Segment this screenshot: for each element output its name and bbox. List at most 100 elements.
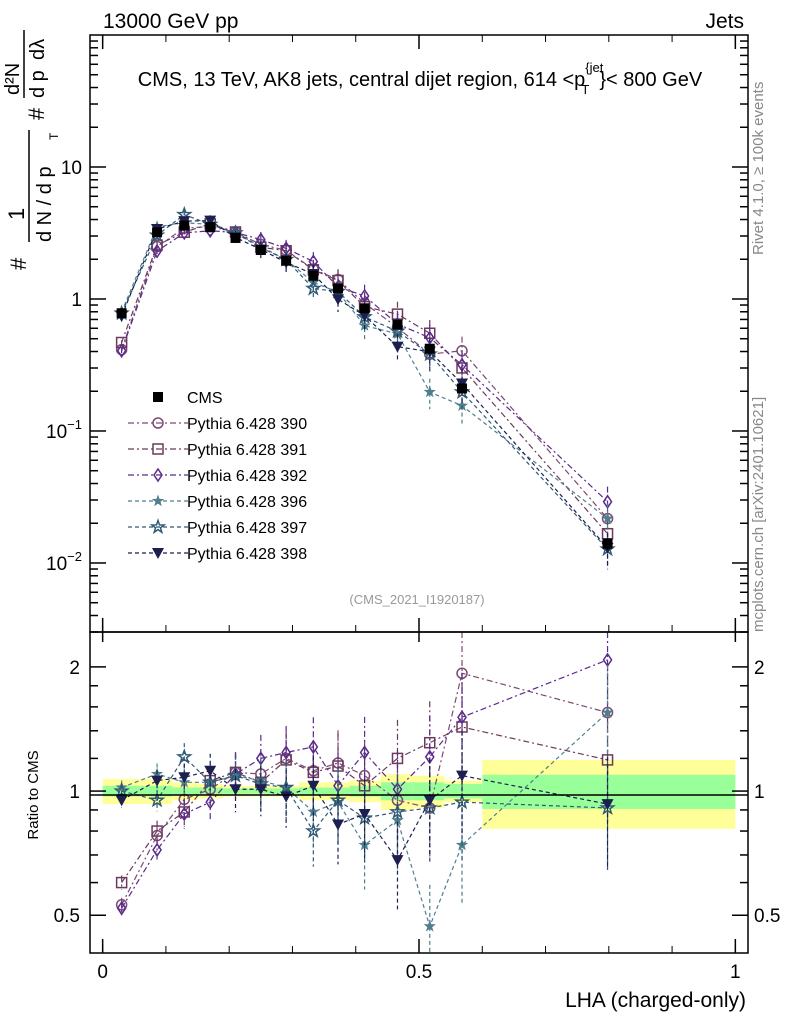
cms-data-point [359,303,370,314]
ratio-point [329,791,347,808]
ratio-point [254,784,267,796]
ylabel-d2N: d²N [2,63,24,95]
ylabel-dN: d N / d p [34,166,56,242]
ratio-tick-label-left: 2 [69,658,80,679]
legend-label: Pythia 6.428 391 [187,442,307,459]
series-line-ratio [121,755,608,833]
cms-data-point [281,255,292,266]
ylabel-hash1: # [6,257,31,270]
ratio-point [601,799,614,811]
main-frame [89,34,749,633]
cms-data-point [230,232,241,243]
cms-data-point [179,220,190,231]
ratio-point [151,825,163,837]
cms-data-point [392,319,403,330]
ratio-tick-label-right: 2 [754,658,765,679]
ratio-tick-label-right: 1 [754,782,765,803]
ratio-point [359,745,370,760]
data-point [423,385,436,398]
cms-data-point [255,245,266,256]
ratio-tick-label-left: 1 [69,782,80,803]
legend-marker [151,494,165,507]
ratio-point [175,748,193,765]
legend-label: Pythia 6.428 390 [187,416,307,433]
ratio-point [424,749,435,765]
x-tick-label: 1 [730,962,741,983]
y-axis-label: # 1 d N / d p T # d²N d p dλ [2,30,61,270]
legend-marker [152,548,164,559]
ratio-point [179,806,190,822]
ratio-point [277,778,295,795]
legend-marker [152,443,164,455]
legend-label: Pythia 6.428 396 [187,494,307,511]
ratio-point [599,799,616,816]
ratio-point [229,769,242,781]
ylabel-T: T [47,132,61,140]
data-point [455,399,469,411]
series-line-ratio [121,659,608,909]
x-tick-label: 0.5 [406,962,432,983]
data-point [602,494,613,510]
ratio-point [229,784,242,796]
legend: CMS Pythia 6.428 390 Pythia 6.428 391 Pythi… [128,390,307,563]
ratio-point [423,795,436,807]
cms-data-point [116,308,127,319]
ratio-point [115,899,128,911]
cms-data-point [308,270,319,281]
data-point [601,512,614,524]
ylabel-one: 1 [4,208,29,220]
ratio-tick-label-left: 0.5 [54,906,80,927]
ratio-point [308,739,319,755]
header-left: 13000 GeV pp [103,10,238,33]
legend-label: Pythia 6.428 392 [187,468,307,485]
data-point [152,243,162,259]
analysis-id: (CMS_2021_I1920187) [349,592,484,607]
y-tick-label: 10−1 [46,417,82,443]
ratio-point [280,791,293,803]
series-line-main [121,222,608,520]
axes: 0 0.5 1 10−2 10−1 1 10 0.5 0.5 1 1 2 2 [46,35,780,983]
ratio-band-green [140,785,173,797]
legend-label: Pythia 6.428 397 [187,520,307,537]
series-line-ratio [121,770,608,862]
y-tick-label: 1 [71,290,82,311]
ratio-point [152,842,162,858]
ratio-point [305,822,322,839]
cms-data-point [602,538,613,549]
data-point [204,215,217,227]
data-point [359,288,370,304]
cms-data-point [457,383,468,394]
ratio-band-green [444,784,483,799]
ylabel-dpt: d p [27,70,49,98]
ratio-point [205,794,216,810]
ratio-point [115,795,128,807]
ratio-band-green [172,787,198,795]
ratio-point [456,770,469,782]
y-tick-label: 10 [61,158,82,179]
ratio-point [391,855,404,867]
cms-data-point [205,222,216,233]
ratio-point [391,813,404,826]
cms-data-point [152,227,163,238]
ratio-point [307,780,320,792]
data-point [358,310,371,322]
ratio-tick-label-right: 0.5 [754,906,780,927]
ratio-point [358,808,371,820]
ylabel-hash2: # [24,107,49,120]
legend-cms-marker [153,392,163,402]
ratio-point [389,803,406,820]
ratio-point [148,791,166,808]
ratio-point [423,919,436,932]
series-line-ratio [121,712,608,929]
legend-marker [152,417,164,429]
legend-label: CMS [187,390,223,407]
x-axis-label: LHA (charged-only) [565,989,746,1012]
ratio-point [281,745,292,760]
rivet-label: Rivet 4.1.0, ≥ 100k events [750,82,767,255]
legend-marker [153,467,163,483]
cms-data-point [424,343,435,354]
ratio-point [178,772,191,784]
x-tick-label: 0 [97,962,108,983]
ratio-band-green [381,782,413,801]
